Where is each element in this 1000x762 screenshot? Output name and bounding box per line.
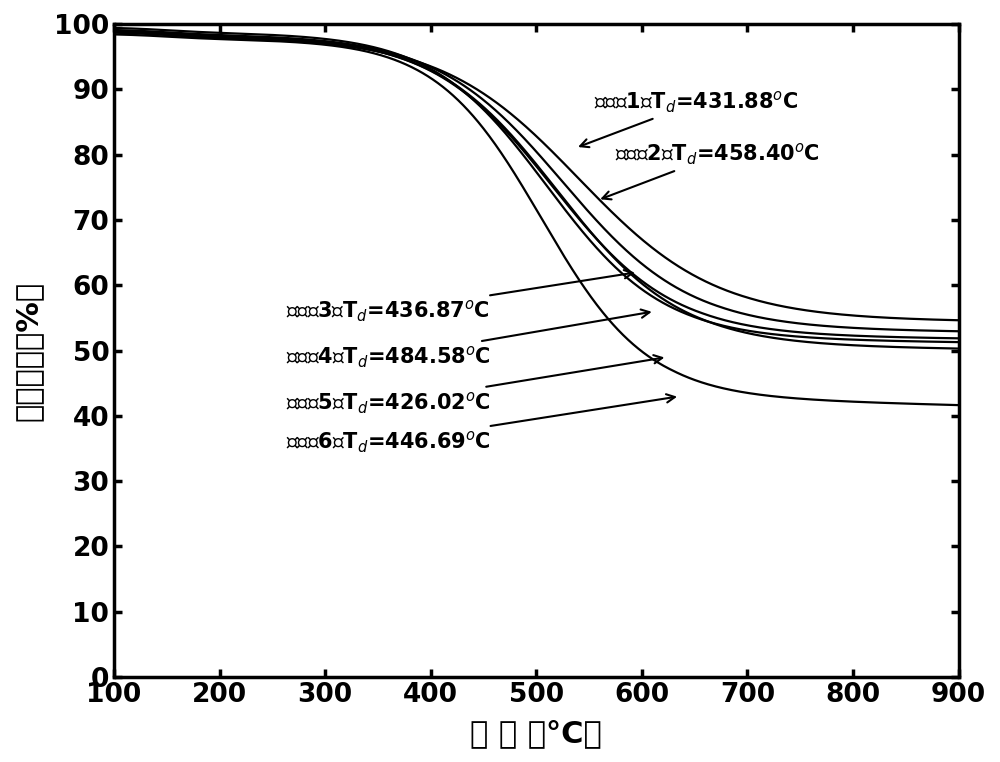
Text: 实施例2：T$_d$=458.40$^o$C: 实施例2：T$_d$=458.40$^o$C	[602, 142, 820, 200]
Text: 实施例3：T$_d$=436.87$^o$C: 实施例3：T$_d$=436.87$^o$C	[286, 270, 633, 324]
X-axis label: 温 度 （°C）: 温 度 （°C）	[470, 719, 602, 748]
Y-axis label: 残余质量（%）: 残余质量（%）	[14, 280, 43, 421]
Text: 实施例4：T$_d$=484.58$^o$C: 实施例4：T$_d$=484.58$^o$C	[286, 309, 650, 370]
Text: 实施例6：T$_d$=446.69$^o$C: 实施例6：T$_d$=446.69$^o$C	[286, 394, 675, 455]
Text: 实施例5：T$_d$=426.02$^o$C: 实施例5：T$_d$=426.02$^o$C	[286, 355, 662, 415]
Text: 实施例1：T$_d$=431.88$^o$C: 实施例1：T$_d$=431.88$^o$C	[580, 89, 799, 147]
